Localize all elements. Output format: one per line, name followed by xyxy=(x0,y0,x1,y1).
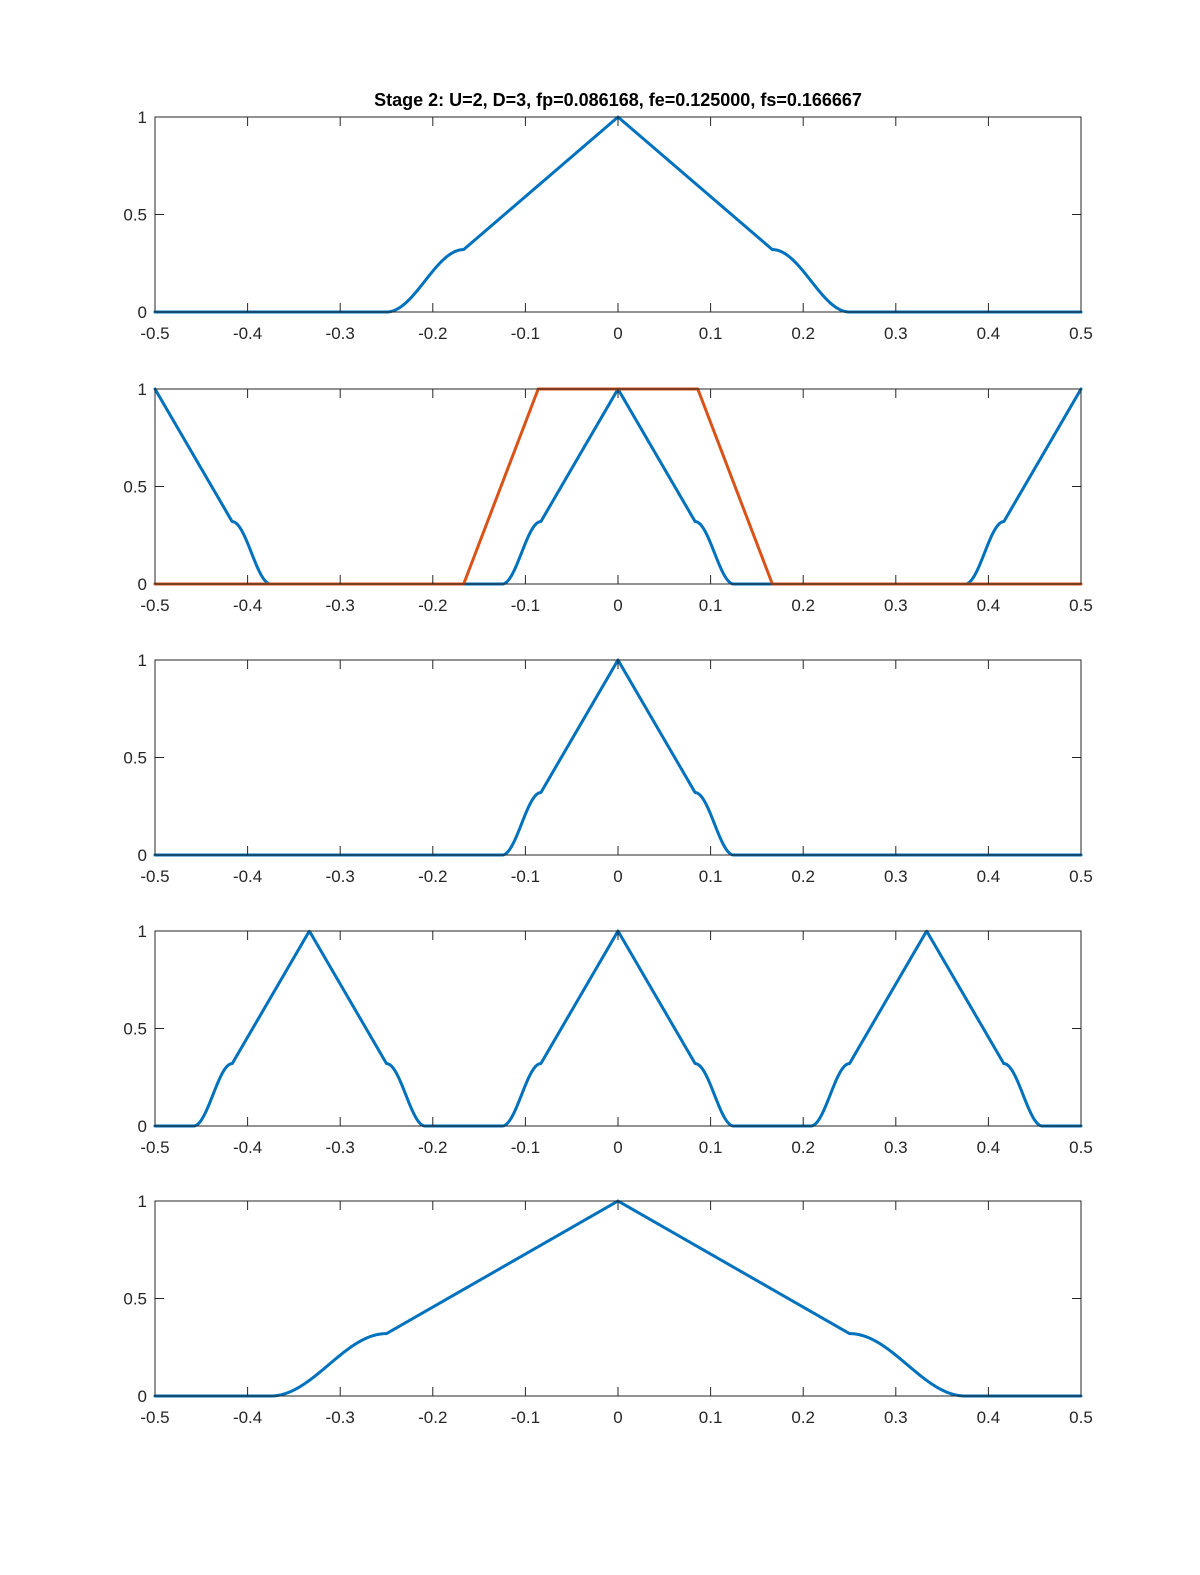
x-tick-label: 0.1 xyxy=(699,324,723,343)
x-tick-label: -0.2 xyxy=(418,1138,447,1157)
axes-box xyxy=(154,659,1082,856)
x-tick-label: 0.5 xyxy=(1069,1408,1093,1427)
x-tick-label: 0.1 xyxy=(699,596,723,615)
x-tick-label: -0.5 xyxy=(140,1138,169,1157)
x-tick-label: 0.3 xyxy=(884,867,908,886)
x-tick-label: 0.4 xyxy=(977,324,1001,343)
x-tick-label: -0.2 xyxy=(418,1408,447,1427)
axes-box xyxy=(154,116,1082,313)
x-tick-label: 0.3 xyxy=(884,1408,908,1427)
subplot-4: -0.5 -0.4 -0.3 -0.2 -0.1 0 0.1 0.2 0.3 0.4 0.5 0 0.5… xyxy=(123,922,1092,1157)
subplot-3: -0.5 -0.4 -0.3 -0.2 -0.1 0 0.1 0.2 0.3 0.4 0.5 0 0.5… xyxy=(123,651,1092,886)
figure-title: Stage 2: U=2, D=3, fp=0.086168, fe=0.125… xyxy=(374,90,862,110)
y-tick-label: 0.5 xyxy=(123,1020,147,1039)
x-tick-label: 0.4 xyxy=(977,867,1001,886)
x-tick-label: 0.5 xyxy=(1069,324,1093,343)
series-spectrum-line xyxy=(153,115,1083,314)
x-tick-label: 0 xyxy=(613,1138,622,1157)
axes-box xyxy=(154,1200,1082,1397)
y-tick-label: 0.5 xyxy=(123,749,147,768)
y-tick-label: 0 xyxy=(138,575,147,594)
x-tick-label: -0.1 xyxy=(511,596,540,615)
y-tick-label: 0.5 xyxy=(123,1290,147,1309)
x-tick-label: 0.3 xyxy=(884,1138,908,1157)
y-tick-label: 1 xyxy=(138,651,147,670)
x-tick-label: 0.2 xyxy=(791,867,815,886)
x-tick-label: 0.4 xyxy=(977,596,1001,615)
x-tick-label: -0.2 xyxy=(418,596,447,615)
series-filter-response-line xyxy=(153,387,1083,586)
x-tick-label: -0.5 xyxy=(140,596,169,615)
x-tick-label: 0.4 xyxy=(977,1408,1001,1427)
y-tick-label: 0 xyxy=(138,1387,147,1406)
y-tick-label: 0 xyxy=(138,1117,147,1136)
x-tick-label: -0.5 xyxy=(140,867,169,886)
x-tick-label: 0.4 xyxy=(977,1138,1001,1157)
x-tick-label: -0.3 xyxy=(326,1408,355,1427)
x-tick-label: 0 xyxy=(613,324,622,343)
x-tick-label: 0 xyxy=(613,596,622,615)
y-tick-label: 1 xyxy=(138,380,147,399)
x-tick-label: -0.3 xyxy=(326,324,355,343)
x-tick-label: -0.2 xyxy=(418,324,447,343)
x-tick-label: -0.4 xyxy=(233,324,262,343)
y-tick-label: 0 xyxy=(138,846,147,865)
series-aliased-spectrum-line xyxy=(153,929,1083,1128)
y-tick-label: 1 xyxy=(138,1192,147,1211)
x-tick-label: 0 xyxy=(613,867,622,886)
x-tick-label: -0.5 xyxy=(140,1408,169,1427)
x-tick-label: 0.1 xyxy=(699,1408,723,1427)
x-tick-label: 0.2 xyxy=(791,1138,815,1157)
x-tick-label: 0.1 xyxy=(699,867,723,886)
subplot-2: -0.5 -0.4 -0.3 -0.2 -0.1 0 0.1 0.2 0.3 0.4 0.5 0 0.5… xyxy=(123,380,1092,615)
series-upsampled-spectrum-line xyxy=(153,387,1083,586)
y-tick-label: 1 xyxy=(138,108,147,127)
x-tick-label: -0.1 xyxy=(511,324,540,343)
x-tick-label: -0.3 xyxy=(326,867,355,886)
x-tick-label: -0.4 xyxy=(233,867,262,886)
x-tick-label: -0.1 xyxy=(511,867,540,886)
x-tick-label: 0.5 xyxy=(1069,867,1093,886)
x-tick-label: 0.5 xyxy=(1069,1138,1093,1157)
x-tick-label: 0.5 xyxy=(1069,596,1093,615)
x-tick-label: -0.4 xyxy=(233,1138,262,1157)
axes-layer: -0.5 -0.4 -0.3 -0.2 -0.1 0 0.1 0.2 0.3 0.4 0.5 0 0.5… xyxy=(123,108,1092,1427)
series-output-spectrum-line xyxy=(153,1199,1083,1398)
x-tick-label: -0.4 xyxy=(233,596,262,615)
x-tick-label: -0.4 xyxy=(233,1408,262,1427)
x-tick-label: 0.3 xyxy=(884,596,908,615)
x-tick-label: 0.1 xyxy=(699,1138,723,1157)
x-tick-label: -0.1 xyxy=(511,1408,540,1427)
y-tick-label: 0.5 xyxy=(123,206,147,225)
x-tick-label: -0.3 xyxy=(326,1138,355,1157)
x-tick-label: 0.2 xyxy=(791,324,815,343)
y-tick-label: 0.5 xyxy=(123,478,147,497)
series-filtered-spectrum-line xyxy=(153,658,1083,857)
axes-box xyxy=(154,388,1082,585)
y-tick-label: 0 xyxy=(138,303,147,322)
x-tick-label: 0.2 xyxy=(791,596,815,615)
x-tick-label: -0.5 xyxy=(140,324,169,343)
x-tick-label: -0.1 xyxy=(511,1138,540,1157)
x-tick-label: -0.3 xyxy=(326,596,355,615)
x-tick-label: -0.2 xyxy=(418,867,447,886)
x-tick-label: 0 xyxy=(613,1408,622,1427)
x-tick-label: 0.3 xyxy=(884,324,908,343)
y-tick-label: 1 xyxy=(138,922,147,941)
subplot-5: -0.5 -0.4 -0.3 -0.2 -0.1 0 0.1 0.2 0.3 0.4 0.5 0 0.5… xyxy=(123,1192,1092,1427)
x-tick-label: 0.2 xyxy=(791,1408,815,1427)
subplot-1: -0.5 -0.4 -0.3 -0.2 -0.1 0 0.1 0.2 0.3 0.4 0.5 0 0.5… xyxy=(123,108,1092,343)
